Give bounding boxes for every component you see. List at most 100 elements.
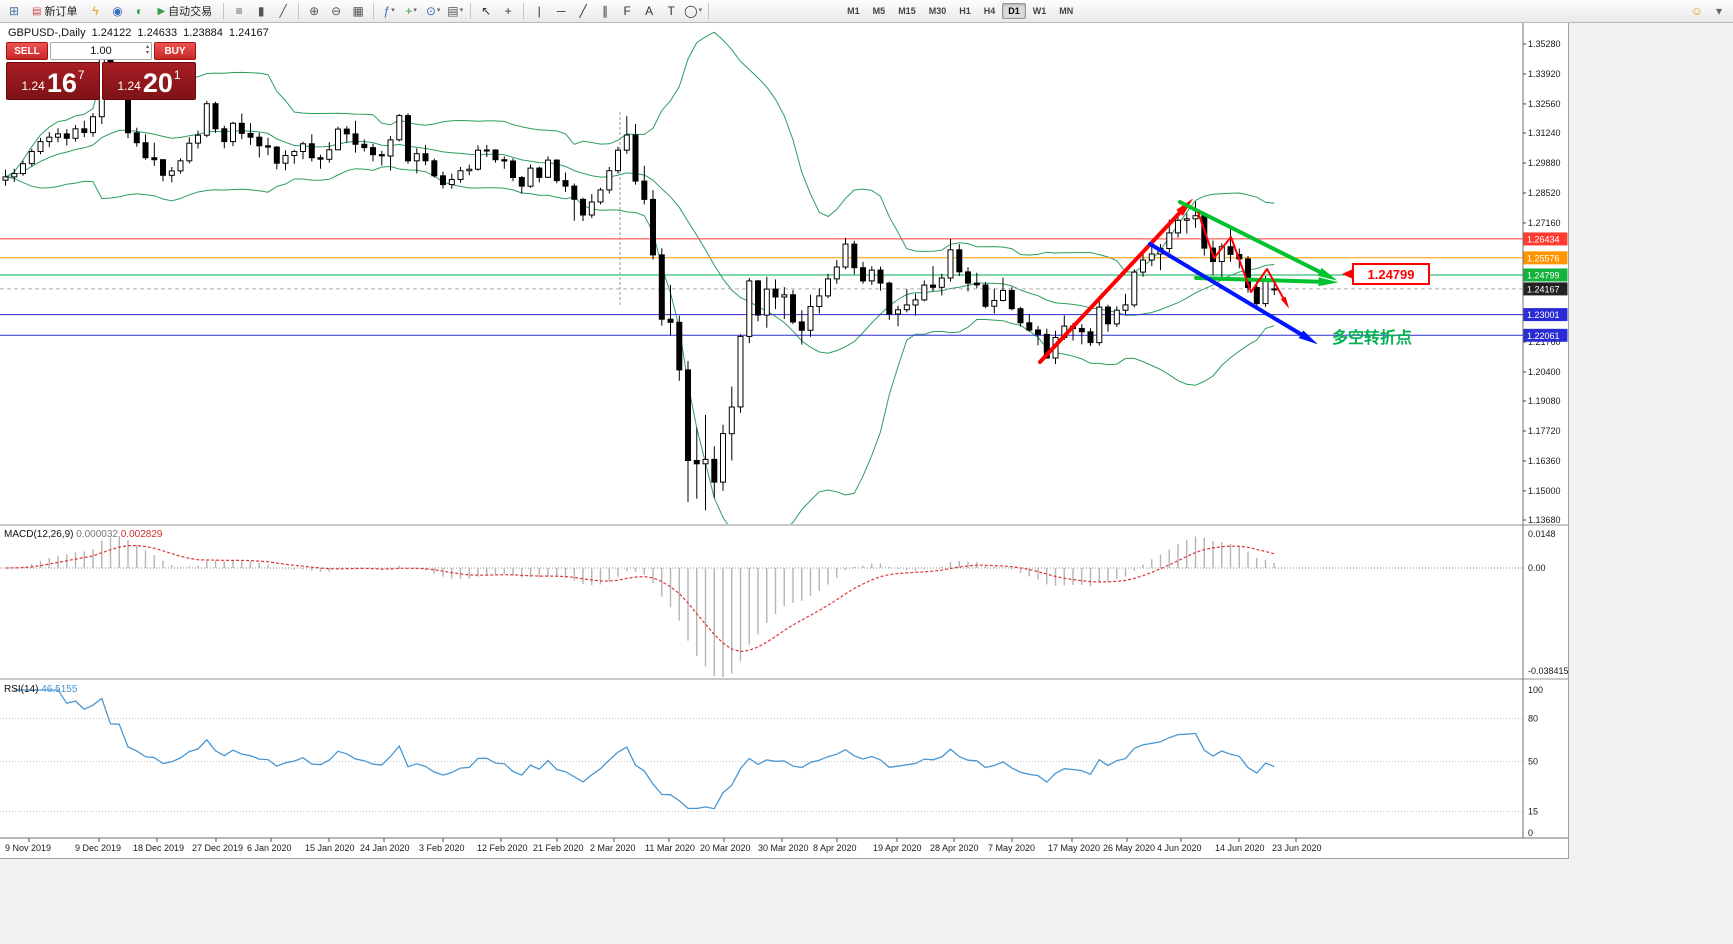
period-icon[interactable]: ⊙ ▾ [422,2,444,20]
zoom-out-icon[interactable]: ⊖ [325,2,347,20]
tile-windows-icon[interactable]: ▦ [347,2,369,20]
date-axis[interactable]: 9 Nov 2019 9 Dec 2019 18 Dec 2019 27 Dec 20… [5,838,1322,853]
candle [597,189,604,203]
chart-window-background [0,22,1568,858]
new-chart-icon[interactable]: ⊞ [3,2,25,20]
profile-icon[interactable]: ◉ [106,2,128,20]
candle [142,142,149,159]
timeframe-M30[interactable]: M30 [928,6,947,16]
timeframe-M15[interactable]: M15 [898,6,916,16]
date-label: 23 Jun 2020 [1272,843,1322,853]
candle [133,132,140,144]
crosshair-icon[interactable]: + [497,2,519,20]
candle [343,128,350,135]
date-label: 4 Jun 2020 [1157,843,1202,853]
sell-quote-display[interactable]: 1.24 16 7 [6,62,100,100]
add-indicator-icon[interactable]: + ▾ [400,2,422,20]
candle-chart-type-icon[interactable]: ▮ [250,2,272,20]
candle [518,177,525,187]
template-icon[interactable]: ▤ ▾ [444,2,466,20]
candle [475,149,481,170]
bar-chart-type-icon[interactable]: ≡ [228,2,250,20]
price-tick-label: 1.15000 [1528,486,1561,496]
candle [378,154,385,157]
indicators-icon-dropdown[interactable]: ▾ [391,7,395,14]
template-icon-dropdown[interactable]: ▾ [459,7,464,14]
cursor-icon-glyph: ↖ [481,4,492,18]
price-badge [1523,232,1568,246]
text-icon[interactable]: A [638,2,660,20]
candle [798,321,805,331]
feedback-smiley-icon[interactable]: ☺ [1686,2,1708,20]
rsi-axis[interactable]: 100 80 50 15 0 [1528,685,1543,838]
candle [422,153,429,162]
zigzag-arrow[interactable] [1197,211,1290,309]
add-indicator-icon-dropdown[interactable]: ▾ [413,7,417,14]
period-icon-dropdown[interactable]: ▾ [436,7,441,14]
buy-quote-display[interactable]: 1.24 20 1 [102,62,196,100]
candle [46,136,53,143]
macd-histogram [13,536,1275,677]
sell-button[interactable]: SELL [6,42,48,60]
timeframe-M5[interactable]: M5 [872,6,886,16]
price-badge-text: 1.24167 [1527,284,1560,294]
shapes-icon[interactable]: ◯ ▾ [682,2,704,20]
new-order-button[interactable]: ▤ 新订单 [26,2,83,20]
horizontal-price-lines[interactable] [0,238,1523,336]
candle [921,284,928,301]
volume-input[interactable]: 1.00 ▴ ▾ [50,42,152,60]
horizontal-line-icon[interactable]: ─ [550,2,572,20]
fibonacci-icon[interactable]: F [616,2,638,20]
line-chart-type-icon[interactable]: ╱ [272,2,294,20]
vertical-line-icon[interactable]: | [528,2,550,20]
timeframe-D1[interactable]: D1 [1002,3,1026,19]
timeframe-H4[interactable]: H4 [983,6,996,16]
price-axis[interactable]: 1.35280 1.33920 1.32560 1.31240 1.29880 1.285… [1523,39,1568,525]
candle [405,115,411,162]
toolbar-overflow-icon[interactable]: ▾ [1708,2,1730,20]
timeframe-MN[interactable]: MN [1059,6,1074,16]
candle [256,136,263,147]
wedge-upper-line[interactable] [1178,200,1338,281]
volume-spinner[interactable]: ▴ ▾ [146,44,149,56]
macd-axis-label: 0.00 [1528,563,1546,573]
up-trend-arrow[interactable] [1038,198,1194,364]
price-callout[interactable]: 1.24799 [1342,263,1430,285]
market-icon[interactable]: ◐ [128,2,150,20]
date-label: 30 Mar 2020 [758,843,809,853]
candle [335,128,341,151]
candle [938,277,945,288]
rsi-line [14,689,1275,810]
candle [20,163,26,175]
candle [1183,218,1190,221]
macd-axis[interactable]: 0.0148 0.00 -0.038415 [1528,529,1569,676]
zoom-in-icon[interactable]: ⊕ [303,2,325,20]
wedge-lower-line[interactable] [1194,276,1339,287]
bollinger-upper-band [5,31,1275,273]
spin-up-icon[interactable]: ▴ [145,44,149,50]
timeframe-M1[interactable]: M1 [847,6,860,16]
down-trend-arrow[interactable] [1148,242,1318,345]
alerts-icon[interactable]: ϟ [84,2,106,20]
label-icon[interactable]: T [660,2,682,20]
sell-price-sup: 7 [77,68,85,82]
buy-button[interactable]: BUY [154,42,196,60]
timeframe-W1[interactable]: W1 [1032,6,1047,16]
turning-point-label[interactable]: 多空转折点 [1332,328,1412,347]
spin-down-icon[interactable]: ▾ [145,50,149,56]
shapes-icon-dropdown[interactable]: ▾ [698,7,703,14]
timeframe-H1[interactable]: H1 [959,6,971,16]
autotrading-button[interactable]: ▶ 自动交易 [151,2,218,20]
candle [28,151,35,165]
candle [238,122,245,134]
indicators-icon[interactable]: ƒ ▾ [378,2,400,20]
candle [221,128,228,143]
rsi-axis-label: 80 [1528,714,1538,724]
candle [755,280,761,316]
bollinger-bands [5,31,1275,524]
cursor-icon[interactable]: ↖ [475,2,497,20]
trendline-icon[interactable]: ╱ [572,2,594,20]
channel-icon[interactable]: ∥ [594,2,616,20]
autotrading-button-label: 自动交易 [168,6,213,18]
